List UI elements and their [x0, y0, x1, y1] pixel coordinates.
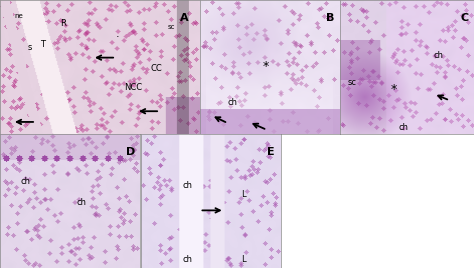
Text: R: R — [60, 19, 66, 28]
Text: E: E — [266, 147, 274, 157]
Text: sc: sc — [168, 24, 175, 30]
Text: C: C — [461, 13, 469, 23]
Text: L: L — [241, 190, 246, 199]
Text: ch: ch — [399, 123, 409, 132]
Text: B: B — [326, 13, 334, 23]
Text: ch: ch — [182, 181, 193, 190]
Text: A: A — [180, 13, 189, 23]
Text: s: s — [28, 43, 32, 52]
Text: D: D — [126, 147, 135, 157]
Text: NCC: NCC — [124, 83, 142, 92]
Text: *: * — [263, 60, 269, 73]
Text: ch: ch — [21, 177, 31, 186]
Text: sc: sc — [348, 78, 357, 87]
Text: CC: CC — [150, 64, 162, 73]
Text: ch: ch — [182, 255, 193, 264]
Text: L: L — [241, 255, 246, 264]
Text: ·: · — [116, 32, 119, 42]
Text: *: * — [391, 83, 397, 96]
Text: ch: ch — [77, 198, 87, 207]
Text: T: T — [40, 40, 45, 49]
Text: ch: ch — [228, 98, 238, 107]
Text: ne: ne — [14, 13, 23, 19]
Text: ch: ch — [434, 51, 444, 60]
